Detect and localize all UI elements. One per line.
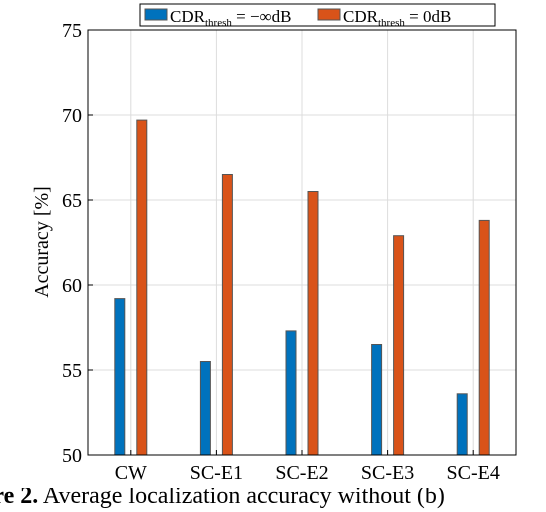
legend-label: CDRthresh = −∞dB <box>170 7 292 29</box>
legend-swatch <box>317 8 341 21</box>
bar-sc-e3-series-2 <box>393 235 405 456</box>
bar-cw-series-1 <box>114 298 126 456</box>
y-tick-label: 60 <box>62 275 82 297</box>
caption-text: Average localization accuracy without (b… <box>38 488 445 509</box>
legend-swatch <box>144 8 168 21</box>
y-axis-ticks: 50 55 60 65 70 75 <box>62 20 93 467</box>
x-tick-label: CW <box>115 462 147 484</box>
legend: CDRthresh = −∞dB CDRthresh = 0dB <box>139 3 496 29</box>
y-tick-label: 55 <box>62 360 82 382</box>
legend-label: CDRthresh = 0dB <box>343 7 451 29</box>
accuracy-bar-chart: 50 55 60 65 70 75 CW SC-E1 SC-E2 SC-E3 SC-E4 Accu… <box>31 3 517 484</box>
y-tick-label: 50 <box>62 445 82 467</box>
y-tick-label: 75 <box>62 20 82 42</box>
bar-sc-e2-series-1 <box>285 330 297 456</box>
figure-caption: ure 2. Average localization accuracy wit… <box>0 488 546 512</box>
x-axis-ticks: CW SC-E1 SC-E2 SC-E3 SC-E4 <box>115 450 500 484</box>
caption-label: ure 2. <box>0 488 39 509</box>
y-axis-label: Accuracy [%] <box>31 186 53 298</box>
x-tick-label: SC-E3 <box>361 462 414 484</box>
x-tick-label: SC-E1 <box>190 462 243 484</box>
x-tick-label: SC-E4 <box>447 462 500 484</box>
bar-cw-series-2 <box>136 119 148 456</box>
bar-sc-e2-series-2 <box>307 191 319 456</box>
y-tick-label: 70 <box>62 105 82 127</box>
x-tick-label: SC-E2 <box>275 462 328 484</box>
y-tick-label: 65 <box>62 190 82 212</box>
bar-sc-e1-series-1 <box>199 361 211 456</box>
grid-lines <box>88 29 516 456</box>
bar-sc-e4-series-2 <box>478 219 490 456</box>
bar-sc-e4-series-1 <box>456 393 468 456</box>
bar-sc-e3-series-1 <box>371 344 383 456</box>
bar-sc-e1-series-2 <box>221 174 233 456</box>
